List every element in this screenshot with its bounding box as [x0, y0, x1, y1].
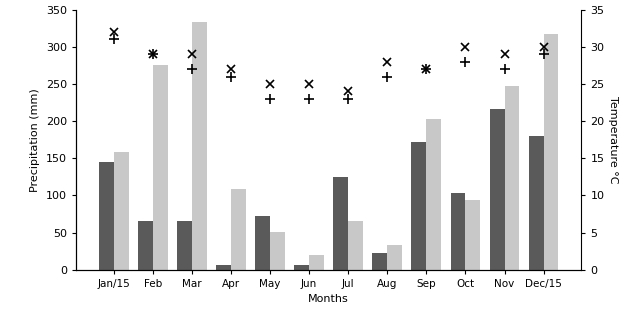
Bar: [295, 265, 309, 270]
Bar: [372, 253, 387, 270]
Bar: [348, 221, 363, 270]
Bar: [451, 193, 465, 270]
Bar: [255, 215, 270, 270]
Bar: [504, 85, 520, 270]
Bar: [309, 255, 324, 270]
Bar: [231, 189, 246, 270]
Y-axis label: Temperature °C: Temperature °C: [609, 96, 619, 184]
Bar: [544, 34, 559, 270]
X-axis label: Months: Months: [308, 294, 349, 304]
Bar: [465, 200, 480, 270]
Bar: [192, 22, 207, 270]
Bar: [177, 221, 192, 270]
Bar: [333, 177, 348, 270]
Y-axis label: Precipitation (mm): Precipitation (mm): [30, 88, 40, 192]
Bar: [216, 265, 231, 270]
Bar: [529, 136, 544, 270]
Bar: [114, 152, 128, 270]
Bar: [99, 162, 114, 270]
Bar: [387, 245, 402, 270]
Bar: [490, 109, 504, 270]
Bar: [153, 65, 167, 270]
Bar: [427, 119, 441, 270]
Bar: [411, 142, 427, 270]
Bar: [270, 232, 285, 270]
Bar: [138, 221, 153, 270]
